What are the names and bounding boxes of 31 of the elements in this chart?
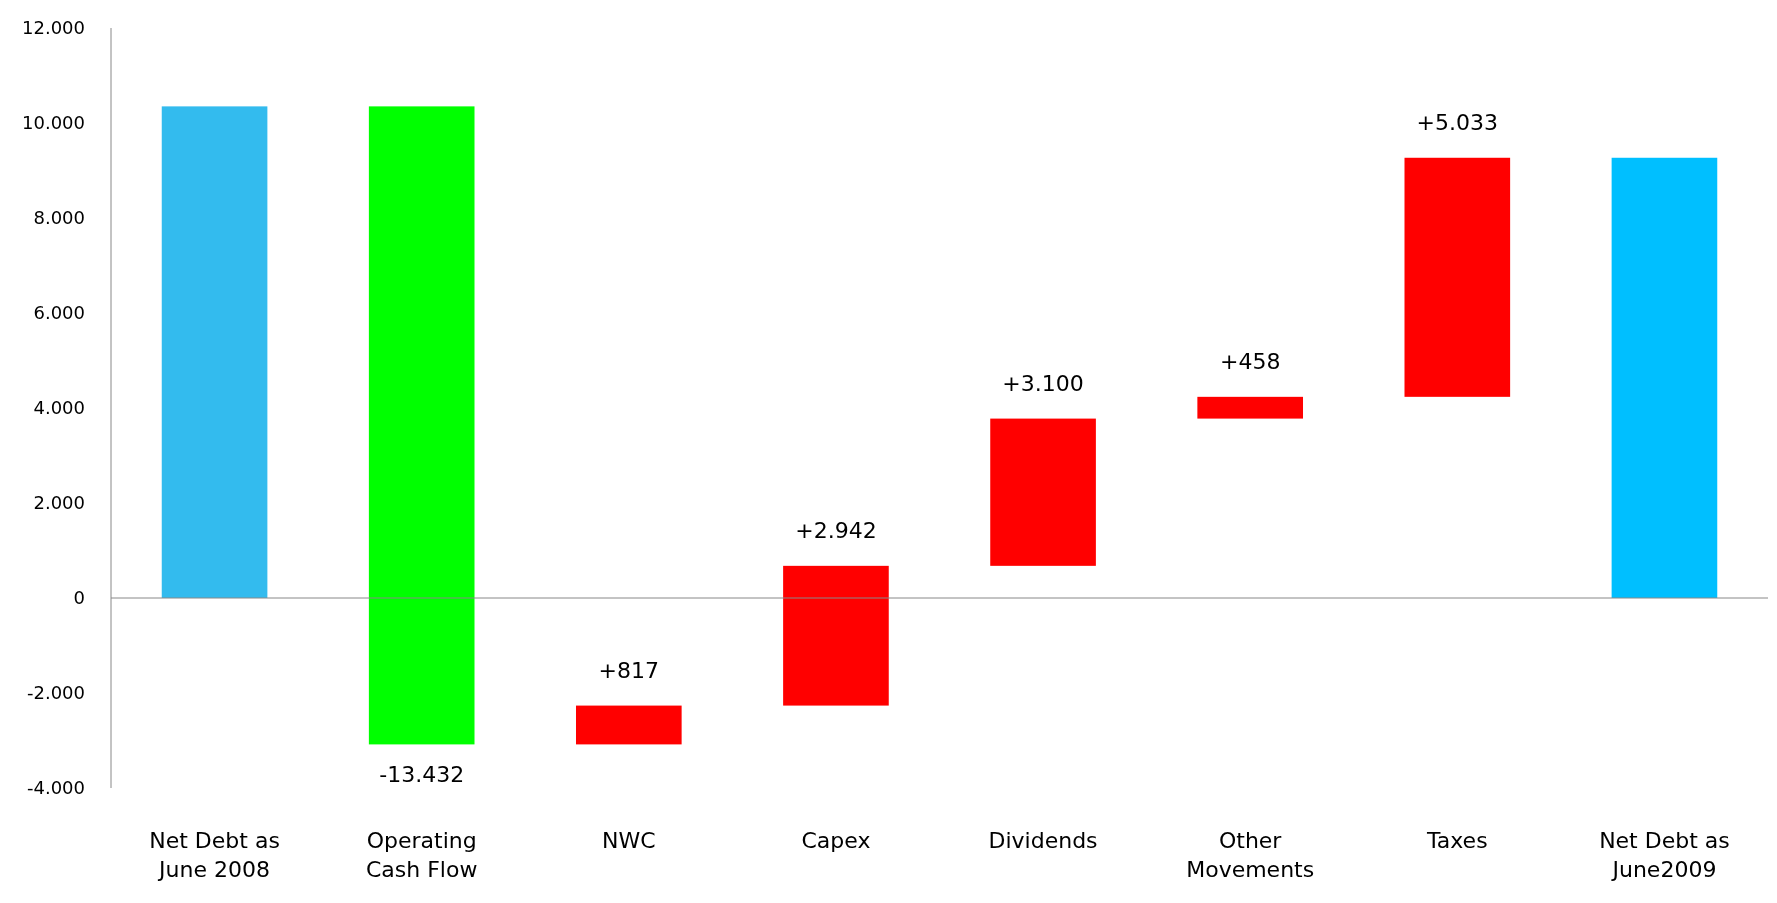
y-tick-label: -2.000 xyxy=(26,682,85,704)
y-tick-label: -4.000 xyxy=(26,777,85,799)
bar xyxy=(1197,396,1303,419)
y-tick-label: 10.000 xyxy=(22,112,85,134)
x-tick-label: Dividends xyxy=(988,828,1098,853)
bar xyxy=(1611,157,1718,598)
data-label: +2.942 xyxy=(795,517,877,543)
bar xyxy=(576,705,682,745)
bar xyxy=(1404,157,1511,397)
x-tick-label: NWC xyxy=(602,828,656,853)
data-label: +3.100 xyxy=(1002,370,1084,396)
data-label: +458 xyxy=(1219,348,1281,374)
data-label: -13.432 xyxy=(379,762,465,788)
x-tick-label: Operating Cash Flow xyxy=(365,828,478,882)
bar xyxy=(368,106,475,745)
x-tick-label: Other Movements xyxy=(1186,828,1315,882)
data-label: +817 xyxy=(598,657,660,683)
y-tick-label: 6.000 xyxy=(33,302,85,324)
x-tick-label: Net Debt as June 2008 xyxy=(149,828,280,882)
x-tick-label: Taxes xyxy=(1426,828,1488,853)
y-tick-label: 8.000 xyxy=(33,207,85,229)
bar xyxy=(161,106,268,598)
bar xyxy=(783,565,889,706)
y-tick-label: 2.000 xyxy=(33,492,85,514)
x-tick-label: Capex xyxy=(801,828,871,853)
y-tick-label: 12.000 xyxy=(22,17,85,39)
y-tick-label: 0 xyxy=(73,587,85,609)
y-tick-label: 4.000 xyxy=(33,397,85,419)
x-tick-label: Net Debt as June2009 xyxy=(1599,828,1730,882)
bar xyxy=(990,418,1096,566)
data-label: +5.033 xyxy=(1416,109,1499,135)
